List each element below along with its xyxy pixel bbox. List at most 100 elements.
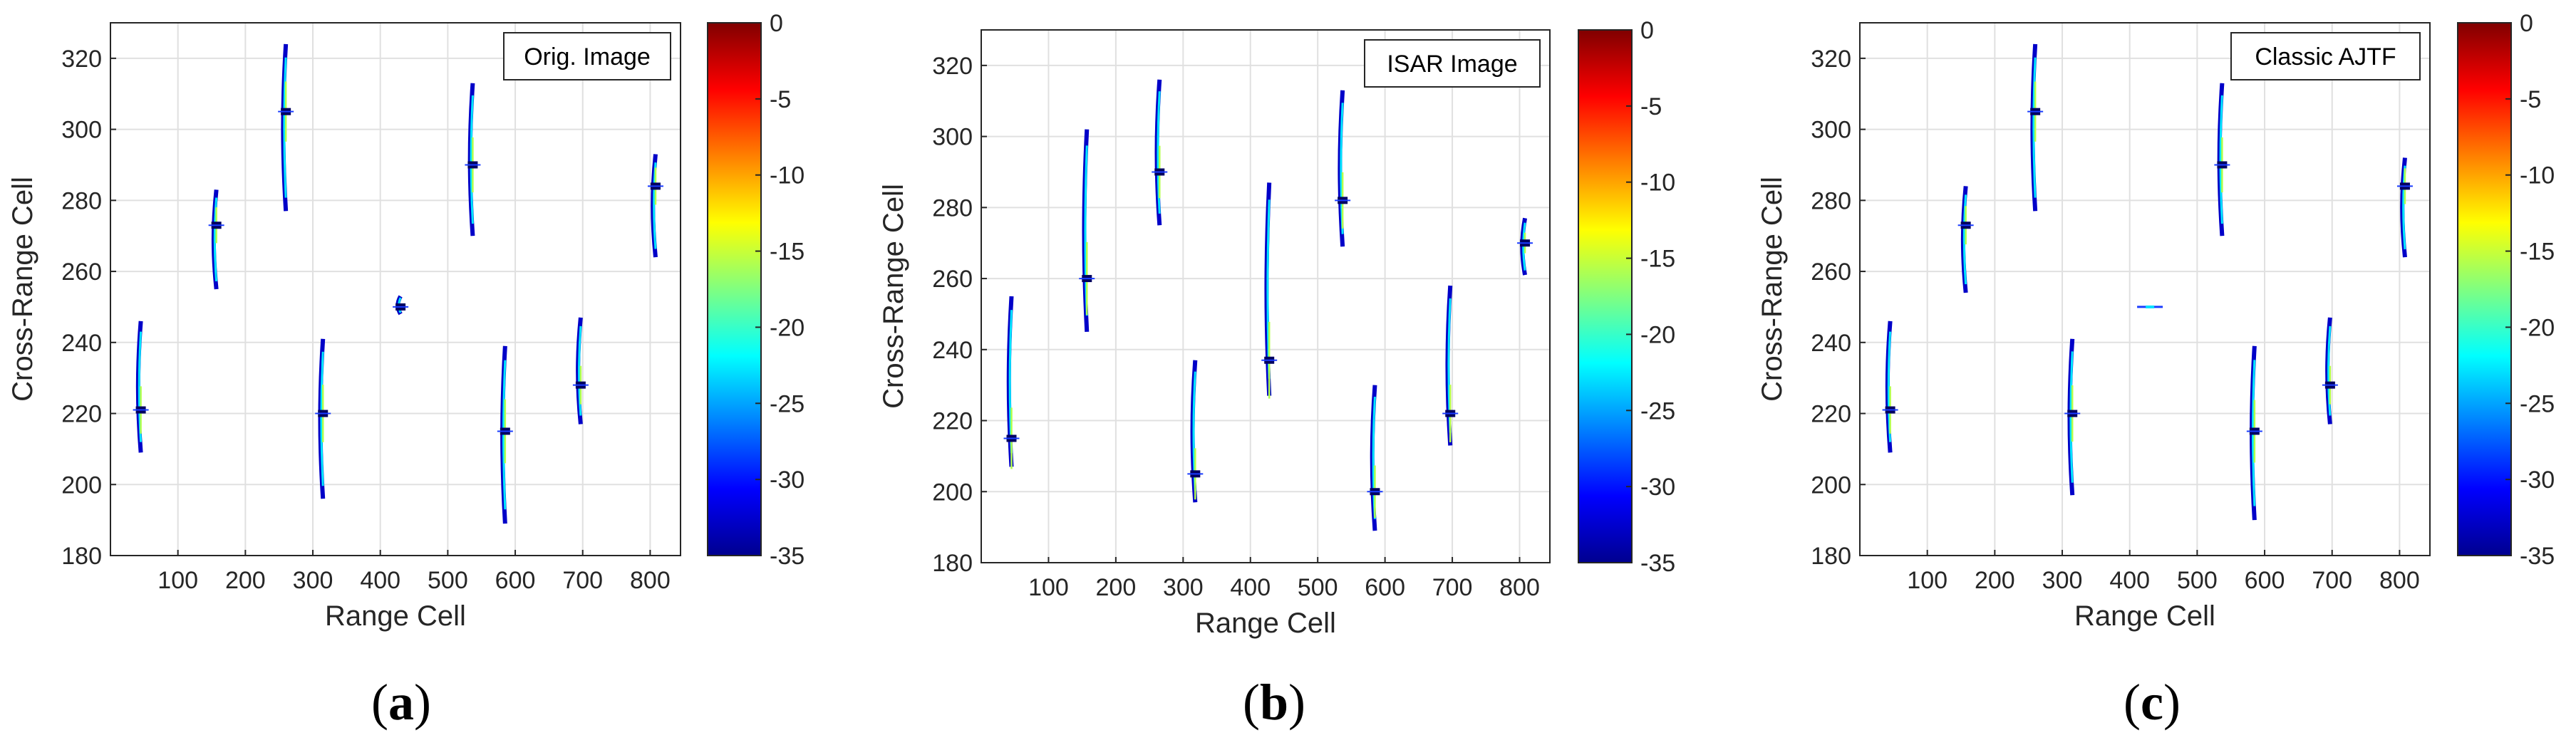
colorbar-tick-label: 0 [770, 10, 783, 37]
colorbar-tick-label: -10 [2520, 162, 2555, 189]
colorbar-tick-label: -35 [2520, 543, 2555, 570]
x-tick-label: 800 [630, 567, 671, 594]
x-tick-label: 300 [2042, 567, 2083, 594]
caption-close: ) [414, 674, 431, 731]
x-tick-label: 400 [2109, 567, 2150, 594]
x-tick-label: 600 [495, 567, 536, 594]
scatterer-7 [1367, 385, 1383, 531]
colorbar [1578, 29, 1633, 563]
scatterer-6 [2214, 83, 2230, 236]
y-axis-label: Cross-Range Cell [878, 184, 909, 409]
legend-entry: ISAR Image [1387, 51, 1517, 78]
colorbar-tick-label: 0 [2520, 10, 2533, 37]
colorbar-tick-label: -25 [2520, 390, 2555, 417]
colorbar-tick-label: 0 [1640, 17, 1654, 44]
colorbar-tick-label: -20 [770, 314, 805, 341]
y-tick-label: 280 [1811, 187, 1851, 214]
scatterer-5 [1261, 182, 1278, 399]
scatterer-1 [133, 321, 149, 453]
chart-panel-1: 100 200 300 400 500 600 700 800 180 200 220 240 260 2… [7, 10, 805, 731]
y-tick-label: 300 [932, 124, 973, 151]
y-tick-label: 300 [1811, 117, 1851, 144]
x-tick-label: 500 [428, 567, 468, 594]
x-tick-label: 200 [1975, 567, 2015, 594]
colorbar-tick-label: -35 [770, 543, 805, 570]
caption-close: ) [1288, 674, 1305, 731]
colorbar [2457, 22, 2512, 556]
caption-letter: c [2141, 674, 2163, 731]
scatterer-4 [1187, 360, 1204, 503]
axes-frame [981, 29, 1551, 563]
y-tick-label: 240 [932, 337, 973, 364]
x-axis-label: Range Cell [325, 600, 466, 632]
y-tick-label: 240 [1811, 330, 1851, 357]
scatterer-9 [2396, 157, 2413, 258]
scatterer-6 [1335, 90, 1351, 247]
colorbar-tick-label: -35 [1640, 550, 1675, 577]
scatterer-1 [1882, 321, 1898, 453]
scatterer-body [320, 351, 324, 486]
scatterer-7 [2246, 345, 2262, 521]
scatterer-body [2032, 57, 2037, 198]
axes-frame [1859, 22, 2431, 556]
legend-box [503, 32, 671, 80]
y-tick-label: 240 [61, 330, 102, 357]
scatterer-8 [572, 317, 589, 425]
scatterer-3 [278, 43, 294, 212]
panel-caption: (a) [371, 674, 431, 731]
legend-entry: Orig. Image [524, 43, 651, 71]
y-tick-label: 220 [61, 401, 102, 428]
scatterer-7 [497, 345, 513, 524]
scatterer-5 [393, 295, 409, 316]
scatterer-6 [465, 83, 481, 236]
plot-area [110, 23, 681, 556]
y-tick-label: 180 [932, 550, 973, 577]
x-tick-label: 400 [360, 567, 400, 594]
axes-frame [110, 22, 681, 556]
caption-open: ( [1243, 674, 1260, 731]
y-tick-label: 200 [61, 472, 102, 499]
caption-open: ( [2124, 674, 2141, 731]
legend-box [2230, 32, 2421, 80]
legend-entry: Classic AJTF [2255, 43, 2396, 71]
scatterer-body [578, 325, 582, 416]
scatterer-body [283, 57, 287, 198]
scatterer-2 [1079, 129, 1095, 333]
x-tick-label: 100 [157, 567, 198, 594]
y-tick-label: 180 [61, 543, 102, 570]
x-tick-label: 100 [1028, 574, 1069, 601]
plot-area [1860, 23, 2430, 556]
scatterer-4 [2064, 338, 2081, 496]
x-tick-label: 300 [293, 567, 333, 594]
y-tick-label: 320 [932, 53, 973, 80]
y-tick-label: 280 [932, 194, 973, 222]
scatterer-body [2219, 95, 2223, 224]
x-tick-label: 100 [1907, 567, 1947, 594]
y-axis-label: Cross-Range Cell [7, 177, 38, 402]
y-tick-label: 320 [1811, 46, 1851, 73]
y-tick-label: 260 [1811, 259, 1851, 286]
colorbar-tick-label: -25 [1640, 397, 1675, 425]
scatterer-9 [1517, 217, 1533, 276]
scatterer-3 [2027, 43, 2044, 212]
colorbar-tick-label: -5 [2520, 86, 2541, 113]
chart-panel-3: 100 200 300 400 500 600 700 800 180 200 220 240 260 2… [1757, 10, 2555, 731]
scatterer-8 [1442, 285, 1459, 446]
y-tick-label: 200 [932, 479, 973, 506]
chart-panel-2: 100 200 300 400 500 600 700 800 180 200 220 240 260 2… [878, 17, 1675, 731]
scatterer-8 [2322, 317, 2338, 425]
colorbar-tick-label: -5 [770, 86, 791, 113]
caption-letter: b [1260, 674, 1288, 731]
colorbar-tick-label: -20 [1640, 321, 1675, 348]
y-tick-label: 220 [932, 408, 973, 435]
y-tick-label: 300 [61, 117, 102, 144]
x-tick-label: 500 [1298, 574, 1338, 601]
scatterer-body [1157, 91, 1161, 214]
x-tick-label: 400 [1230, 574, 1271, 601]
y-axis-label: Cross-Range Cell [1757, 177, 1788, 402]
y-tick-label: 320 [61, 46, 102, 73]
panel-caption: (c) [2124, 674, 2181, 731]
y-tick-label: 260 [932, 266, 973, 293]
colorbar-tick-label: -15 [2520, 239, 2555, 266]
colorbar-tick-label: -25 [770, 390, 805, 417]
